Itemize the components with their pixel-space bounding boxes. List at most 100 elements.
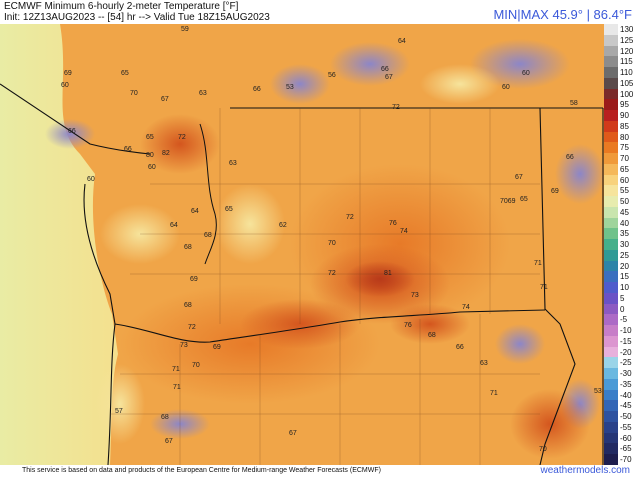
station-temp-label: 60 [522,70,530,77]
legend-swatch [604,292,618,305]
legend-swatch [604,24,618,36]
station-temp-label: 58 [570,100,578,107]
legend-swatch [604,99,618,111]
station-temp-label: 71 [172,366,180,373]
legend-label: 35 [620,229,629,239]
legend-label: -45 [620,401,632,411]
legend-swatch [604,400,618,412]
legend-label: -35 [620,379,632,389]
wa-coast [83,183,116,325]
legend-swatch [604,249,618,262]
legend-swatch [604,34,618,46]
station-temp-label: 60 [148,164,156,171]
legend-swatch [604,163,618,176]
vancouver-island-coast [0,83,151,155]
legend-label: -65 [620,444,632,454]
legend-label: 100 [620,89,634,99]
legend-label: 55 [620,186,629,196]
legend-swatch [604,196,618,208]
legend-label: 130 [620,25,634,34]
station-temp-label: 72 [346,214,354,221]
station-temp-label: 56 [328,72,336,79]
min-max-readout: MIN|MAX 45.9° | 86.4°F [493,7,632,22]
legend-label: 25 [620,250,629,260]
station-temp-label: 60 [61,82,69,89]
station-temp-label: 59 [181,26,189,33]
legend-swatch [604,206,618,219]
legend-swatch [604,335,618,348]
station-temp-label: 67 [165,438,173,445]
legend-label: -60 [620,433,632,443]
station-temp-label: 57 [115,408,123,415]
legend-label: -5 [620,315,628,325]
legend-swatch [604,314,618,326]
station-temp-label: 62 [279,222,287,229]
hottest-region [345,261,415,297]
hot-region [140,114,220,174]
station-temp-label: 76 [404,322,412,329]
station-temp-label: 66 [381,66,389,73]
map-header: ECMWF Minimum 6-hourly 2-meter Temperatu… [0,0,640,24]
cool-region [330,42,410,86]
station-temp-label: 64 [170,222,178,229]
station-temp-label: 63 [199,90,207,97]
station-temp-label: 80 [146,152,154,159]
legend-label: 5 [620,293,625,303]
hot-region [390,304,470,344]
station-temp-label: 67 [515,174,523,181]
station-temp-label: 68 [204,232,212,239]
legend-label: -25 [620,358,632,368]
cool-region [270,64,330,104]
legend-label: 40 [620,218,629,228]
legend-label: 65 [620,164,629,174]
cool-region [45,119,95,149]
legend-swatch [604,131,618,143]
legend-label: 85 [620,121,629,131]
legend-swatch [604,174,618,186]
station-temp-label: 60 [87,176,95,183]
legend-label: 115 [620,57,633,67]
legend-swatch [604,228,618,240]
station-temp-label: 73 [180,342,188,349]
station-temp-label: 69 [213,344,221,351]
legend-label: 120 [620,46,634,56]
legend-swatch [604,110,618,122]
station-temp-label: 70 [328,240,336,247]
temperature-map: 59 64 69 60 65 70 67 63 66 53 56 66 67 60 60 58 72 66 65 72… [0,24,604,465]
station-temp-label: 64 [191,208,199,215]
legend-label: 30 [620,240,629,250]
legend-swatch [604,432,618,444]
map-footer: This service is based on data and produc… [0,465,640,479]
legend-label: 110 [620,68,633,78]
site-link[interactable]: weathermodels.com [540,465,630,476]
legend-label: -40 [620,390,632,400]
station-temp-label: 72 [188,324,196,331]
legend-swatch [604,120,618,133]
station-temp-label: 82 [162,150,170,157]
station-temp-label: 68 [161,414,169,421]
station-temp-label: 72 [392,104,400,111]
legend-swatch [604,45,618,57]
columbia-river-border [114,309,546,343]
county-lines [110,108,540,465]
station-temp-label: 65 [121,70,129,77]
station-temp-label: 69 [190,276,198,283]
legend-swatch [604,378,618,391]
station-temp-label: 71 [534,260,542,267]
legend-label: -15 [620,336,632,346]
legend-swatch [604,346,618,358]
legend-swatch [604,153,618,165]
legend-swatch [604,217,618,229]
legend-label: -55 [620,422,632,432]
cool-region [495,324,545,364]
legend-swatch [604,421,618,434]
station-temp-label: 67 [289,430,297,437]
station-temp-label: 70 [130,90,138,97]
legend-swatch [604,368,618,380]
color-legend: 130 125 120 115 110 105 100 95 90 85 80 75 70 65 60 55 5… [604,24,640,466]
station-temp-label: 71 [540,284,548,291]
station-temp-label: 68 [184,244,192,251]
station-temp-label: 66 [253,86,261,93]
legend-label: 105 [620,78,634,88]
station-temp-label: 64 [398,38,406,45]
